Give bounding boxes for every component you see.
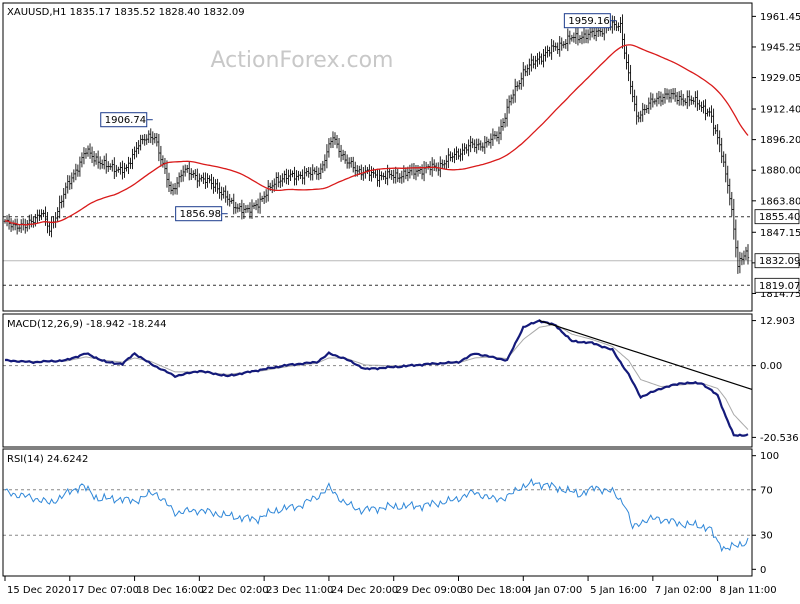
macd-frame: [2, 313, 753, 448]
price-hline-label-box: [754, 253, 800, 269]
x-tick-label: 22 Dec 02:00: [201, 585, 268, 596]
annotation-box: [175, 206, 223, 222]
price-title: XAUUSD,H1 1835.17 1835.52 1828.40 1832.0…: [7, 7, 245, 18]
x-tick-label: 18 Dec 16:00: [137, 585, 204, 596]
macd-y-tick-label: -20.536: [760, 433, 799, 444]
annotation-label: 1906.74: [105, 115, 146, 126]
x-tick-label: 7 Jan 02:00: [655, 585, 712, 596]
price-panel: ActionForex.com 1961.45 1945.25 1929.05 191…: [2, 2, 800, 312]
price-y-tick-label: 1929.05: [760, 73, 800, 84]
annotation-label: 1959.16: [568, 16, 609, 27]
price-frame: [2, 2, 753, 312]
price-hline-label: 1855.40: [759, 212, 800, 223]
price-y-tick-label: 1912.40: [760, 105, 800, 116]
annotation-label: 1856.98: [180, 209, 221, 220]
price-hline-label-box: [754, 209, 800, 225]
x-tick-label: 29 Dec 09:00: [396, 585, 463, 596]
annotation-box: [563, 13, 611, 29]
rsi-y-tick-label: 0: [760, 565, 766, 576]
x-tick-label: 8 Jan 11:00: [720, 585, 777, 596]
price-y-tick-label: 1945.25: [760, 42, 800, 53]
macd-title: MACD(12,26,9) -18.942 -18.244: [7, 319, 167, 330]
sma-line: [4, 44, 749, 226]
macd-y-tick-label: 0.00: [760, 361, 782, 372]
rsi-y-tick-label: 100: [760, 451, 779, 462]
price-y-tick-label: 1880.00: [760, 166, 800, 177]
price-y-tick-label: 1814.75: [760, 289, 800, 300]
rsi-layer: 100 70 30 0: [3, 451, 779, 576]
rsi-y-tick-label: 30: [760, 531, 773, 542]
rsi-panel: 100 70 30 0 RSI(14) 24.6242: [2, 448, 779, 577]
rsi-frame: [2, 448, 753, 577]
x-tick-label: 4 Jan 07:00: [525, 585, 582, 596]
x-tick-label: 5 Jan 16:00: [590, 585, 647, 596]
macd-trendline: [539, 320, 753, 390]
annotation-box: [100, 112, 148, 128]
macd-line: [4, 319, 749, 437]
price-y-tick-label: 1961.45: [760, 12, 800, 23]
price-hline-label-box: [754, 277, 800, 293]
price-layer: 1961.45 1945.25 1929.05 1912.40 1896.20 1880.…: [3, 12, 800, 300]
x-tick-label: 17 Dec 07:00: [72, 585, 139, 596]
macd-y-tick-label: 12.903: [760, 316, 795, 327]
macd-signal-line: [4, 323, 749, 430]
macd-panel: 12.903 0.00 -20.536 MACD(12,26,9) -18.942 …: [2, 313, 799, 448]
price-hline-label: 1819.07: [759, 281, 800, 292]
x-tick-label: 30 Dec 18:00: [460, 585, 527, 596]
x-tick-label: 15 Dec 2020: [7, 585, 71, 596]
x-tick-label: 23 Dec 11:00: [266, 585, 333, 596]
price-y-tick-label: 1896.20: [760, 135, 800, 146]
price-y-tick-label: 1847.15: [760, 228, 800, 239]
rsi-y-tick-label: 70: [760, 485, 773, 496]
price-y-tick-label: 1863.80: [760, 196, 800, 207]
x-tick-label: 24 Dec 20:00: [331, 585, 398, 596]
watermark: ActionForex.com: [211, 48, 394, 73]
rsi-line: [4, 478, 749, 553]
rsi-title: RSI(14) 24.6242: [7, 454, 88, 465]
price-hline-label: 1832.09: [759, 256, 800, 267]
macd-layer: 12.903 0.00 -20.536: [3, 316, 799, 444]
